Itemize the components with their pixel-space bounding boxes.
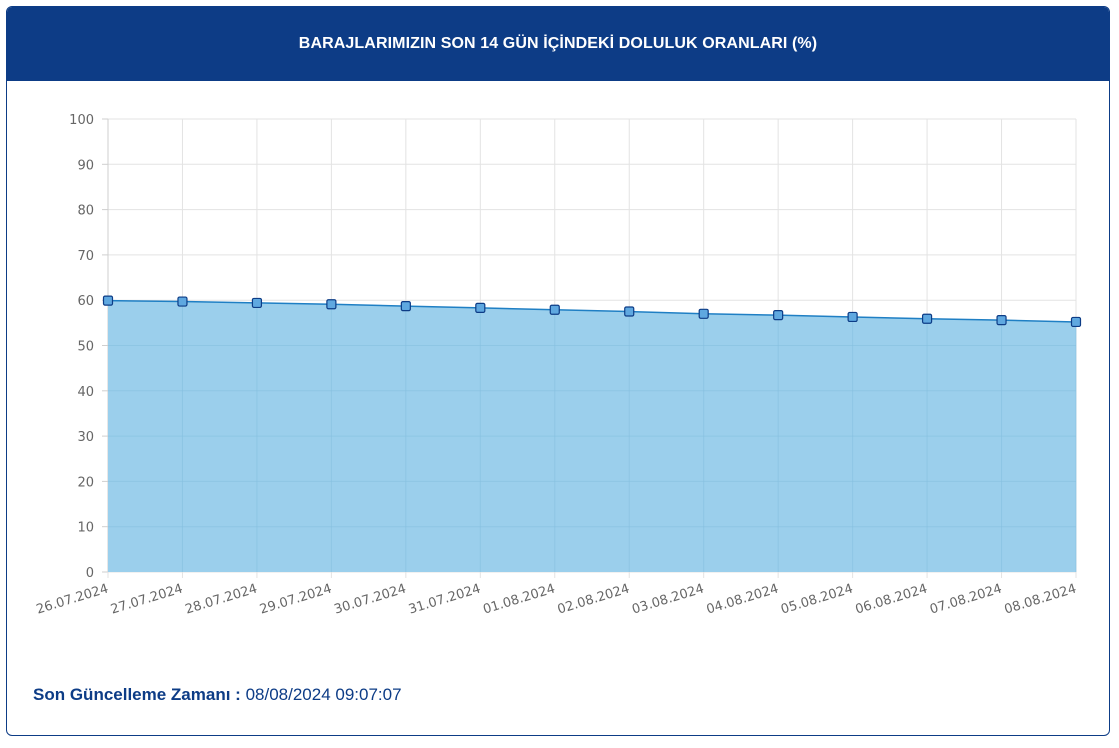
x-tick-label: 04.08.2024 xyxy=(705,581,781,617)
y-tick-label: 80 xyxy=(77,204,94,219)
x-tick-label: 08.08.2024 xyxy=(1003,581,1079,617)
card-header: BARAJLARIMIZIN SON 14 GÜN İÇİNDEKİ DOLUL… xyxy=(7,7,1109,81)
x-tick-label: 28.07.2024 xyxy=(184,581,260,617)
y-tick-label: 20 xyxy=(77,475,94,490)
last-update-value: 08/08/2024 09:07:07 xyxy=(245,685,402,704)
series-line xyxy=(107,299,1077,323)
x-tick-label: 30.07.2024 xyxy=(332,581,408,617)
chart-area: 0 10 20 30 40 50 60 70 80 90 100 26.07.2024 27.07.20… xyxy=(7,7,1109,641)
y-tick-label: 90 xyxy=(77,158,94,173)
data-point xyxy=(1070,316,1082,328)
chart-title: BARAJLARIMIZIN SON 14 GÜN İÇİNDEKİ DOLUL… xyxy=(298,35,818,52)
dam-occupancy-card: BARAJLARIMIZIN SON 14 GÜN İÇİNDEKİ DOLUL… xyxy=(6,6,1110,736)
data-point xyxy=(624,306,635,317)
y-tick-label: 100 xyxy=(69,113,94,128)
occupancy-area-chart: 0 10 20 30 40 50 60 70 80 90 100 26.07.202427.07.20… xyxy=(35,113,1082,618)
data-point xyxy=(251,297,263,309)
y-tick-label: 60 xyxy=(77,294,94,309)
data-point xyxy=(698,308,709,319)
data-point xyxy=(326,299,337,310)
x-tick-label: 07.08.2024 xyxy=(928,581,1004,617)
y-tick-label: 50 xyxy=(77,340,94,355)
x-tick-label: 05.08.2024 xyxy=(779,581,855,617)
y-tick-label: 30 xyxy=(77,430,94,445)
data-point xyxy=(847,311,858,323)
y-tick-label: 70 xyxy=(77,249,94,264)
last-update-separator: : xyxy=(230,685,246,704)
last-update: Son Güncelleme Zamanı : 08/08/2024 09:07… xyxy=(33,685,402,705)
data-point xyxy=(549,304,560,315)
x-tick-label: 06.08.2024 xyxy=(854,581,930,617)
data-point xyxy=(773,310,784,321)
data-point xyxy=(996,315,1007,326)
x-tick-label: 26.07.2024 xyxy=(35,581,111,617)
data-point xyxy=(400,300,411,312)
y-tick-label: 0 xyxy=(86,566,94,581)
x-tick-label: 27.07.2024 xyxy=(109,581,185,617)
x-tick-label: 02.08.2024 xyxy=(556,581,632,617)
data-point xyxy=(102,295,114,306)
data-point xyxy=(475,302,486,314)
last-update-label: Son Güncelleme Zamanı xyxy=(33,685,231,704)
y-tick-label: 10 xyxy=(77,521,94,536)
x-tick-label: 03.08.2024 xyxy=(630,581,706,617)
data-point xyxy=(921,313,933,324)
x-tick-label: 01.08.2024 xyxy=(481,581,557,617)
data-point xyxy=(177,296,188,307)
y-tick-label: 40 xyxy=(77,385,94,400)
x-tick-label: 29.07.2024 xyxy=(258,581,334,617)
x-tick-label: 31.07.2024 xyxy=(407,581,483,617)
